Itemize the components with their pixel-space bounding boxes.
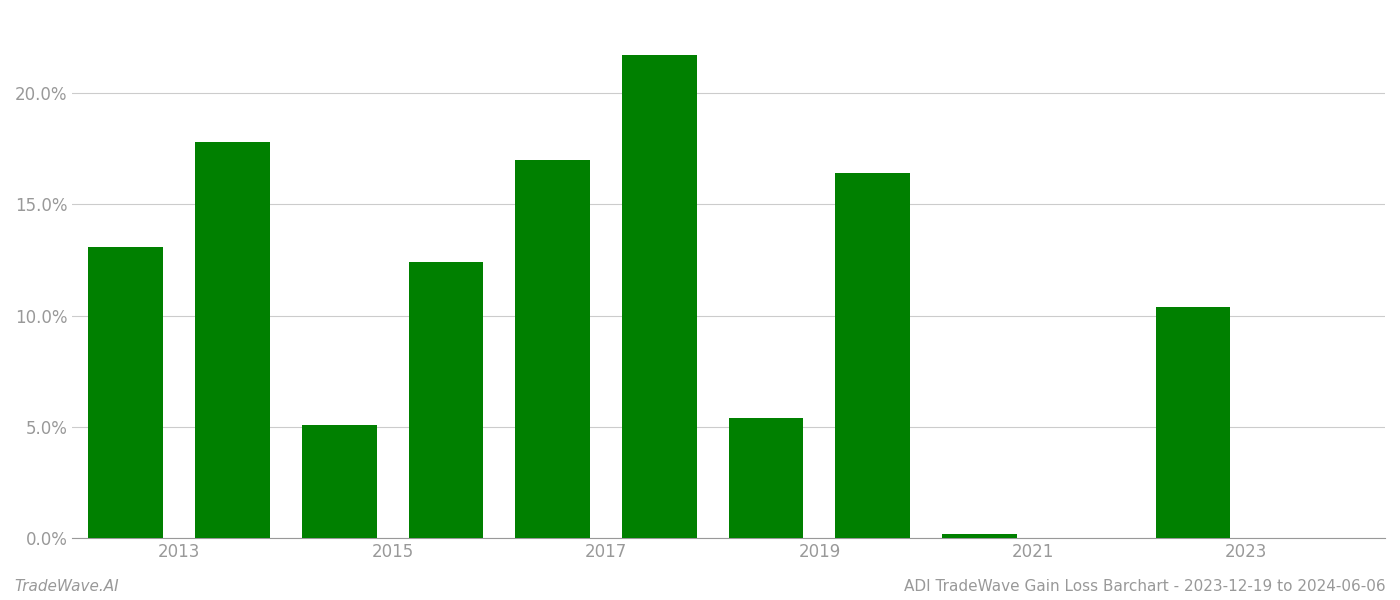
Text: ADI TradeWave Gain Loss Barchart - 2023-12-19 to 2024-06-06: ADI TradeWave Gain Loss Barchart - 2023-… — [904, 579, 1386, 594]
Bar — [836, 173, 910, 538]
Bar — [302, 425, 377, 538]
Bar — [728, 418, 804, 538]
Bar — [515, 160, 589, 538]
Bar — [88, 247, 162, 538]
Text: TradeWave.AI: TradeWave.AI — [14, 579, 119, 594]
Bar — [942, 533, 1016, 538]
Bar — [409, 262, 483, 538]
Bar — [1155, 307, 1231, 538]
Bar — [622, 55, 697, 538]
Bar — [195, 142, 270, 538]
